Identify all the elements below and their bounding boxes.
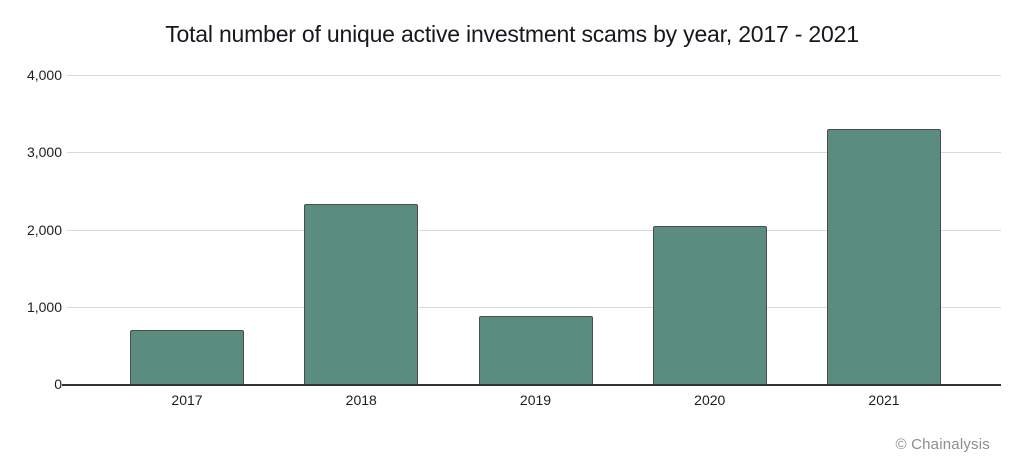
plot-area [62,75,1001,386]
y-axis-tick-label: 1,000 [26,298,62,315]
x-axis-tick-label: 2019 [519,392,552,408]
gridline [67,306,1001,308]
x-axis-labels: 2017 2018 2019 2020 2021 [72,392,1001,408]
y-axis-tick-label: 3,000 [26,144,62,161]
bar-2021 [827,129,941,384]
attribution: © Chainalysis [895,436,990,453]
y-axis-labels: 0 1,000 2,000 3,000 4,000 [0,0,62,467]
y-axis-tick-label: 4,000 [26,67,62,83]
gridline [67,75,1001,76]
x-axis-tick-label: 2017 [171,392,203,408]
x-axis-tick-label: 2020 [694,392,726,408]
x-axis-line [62,384,1001,386]
x-axis-tick-label: 2021 [868,392,900,408]
y-axis-tick-label: 2,000 [26,221,62,238]
bar-2018 [304,204,419,384]
gridline [67,229,1001,231]
bar-2020 [652,225,767,384]
bars-layer [72,75,1001,384]
gridlines-layer [67,75,1001,384]
y-axis-tick-label: 0 [54,376,62,392]
bar-2019 [478,316,593,384]
gridline [67,152,1001,154]
bar-2017 [130,329,244,384]
chart-title: Total number of unique active investment… [165,21,859,47]
x-axis-tick-label: 2018 [345,392,377,408]
